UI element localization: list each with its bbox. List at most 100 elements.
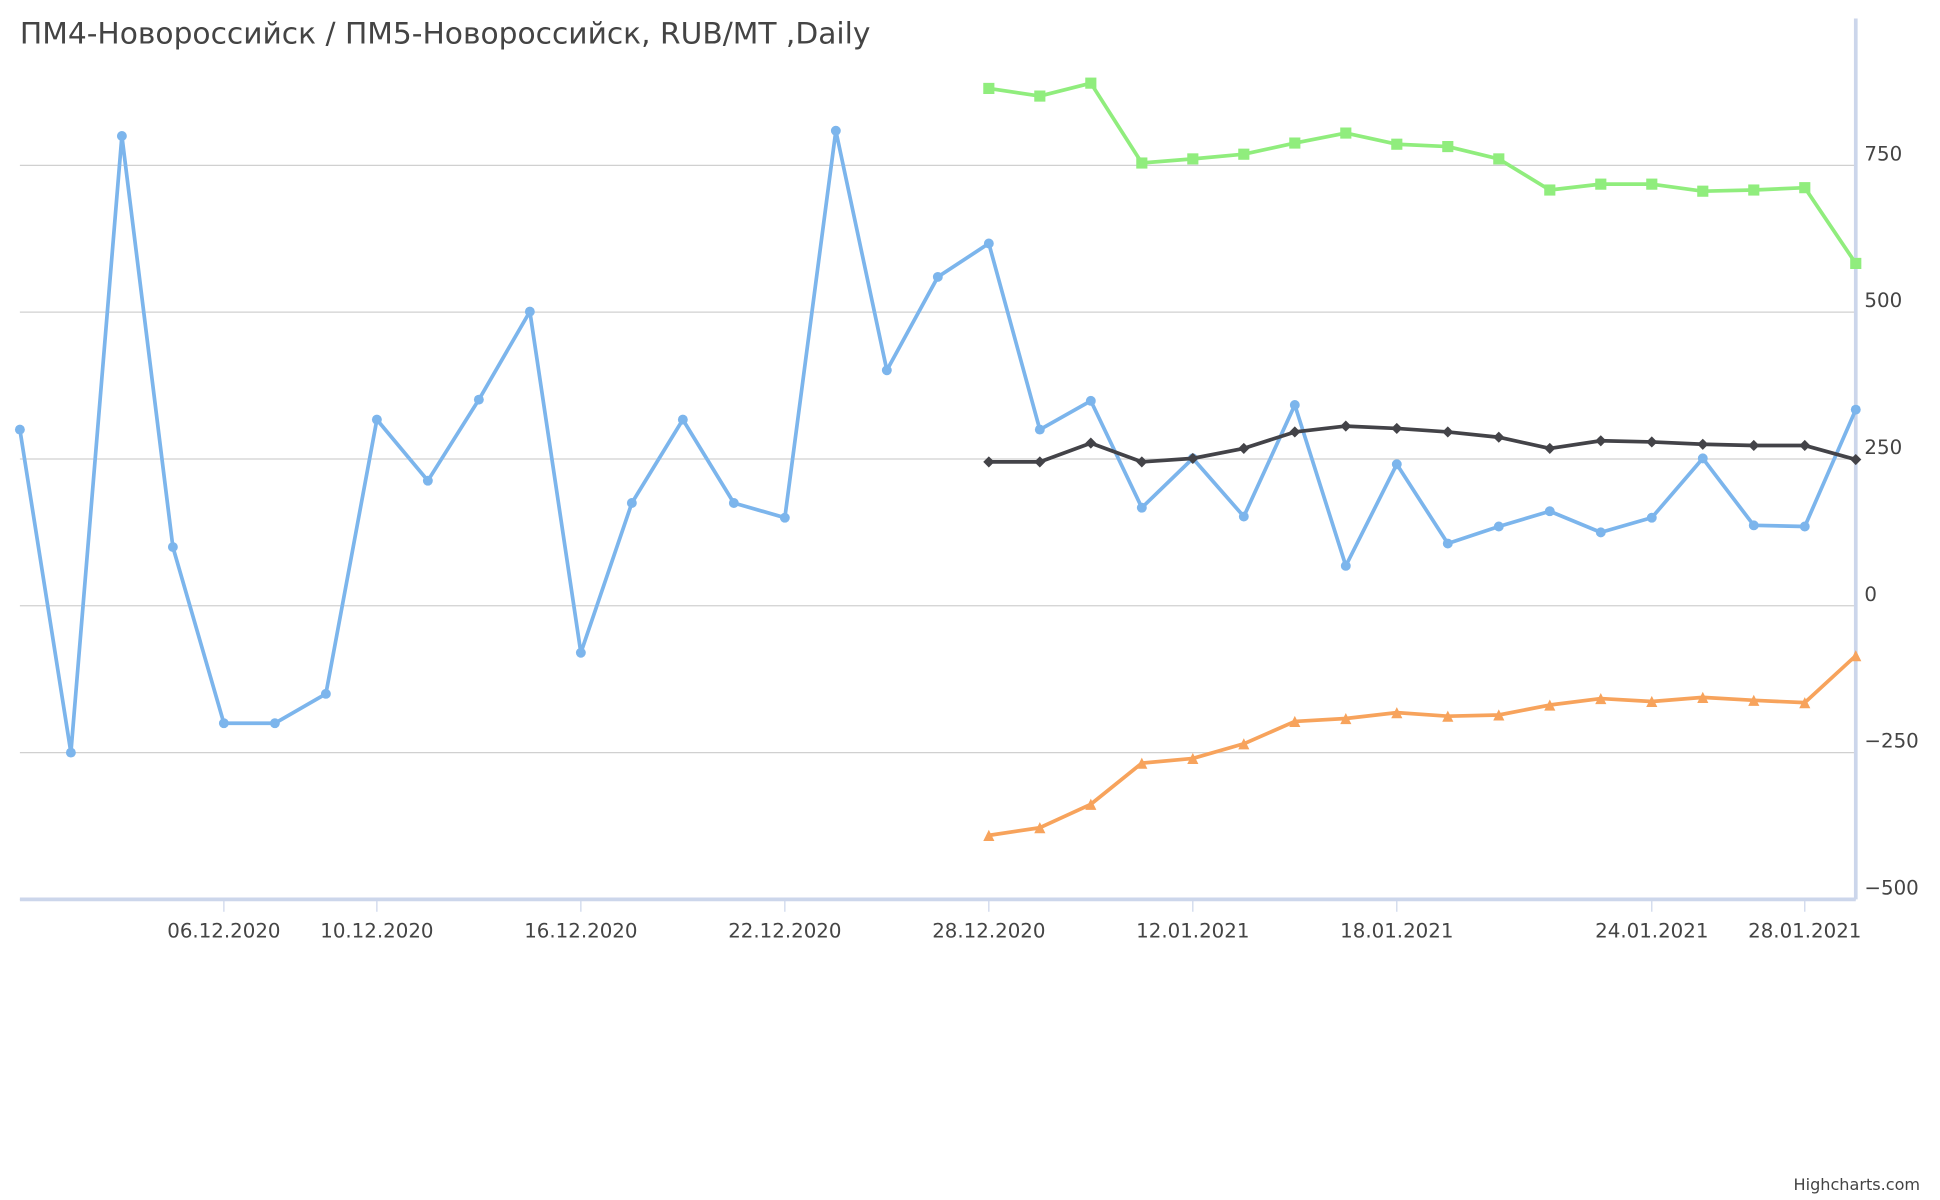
- point: [983, 238, 994, 249]
- y-tick-label: 750: [1864, 142, 1902, 165]
- point: [983, 456, 995, 468]
- point: [1238, 511, 1249, 522]
- point: [422, 475, 433, 486]
- point: [1187, 752, 1199, 765]
- point: [218, 718, 229, 729]
- point: [1238, 738, 1250, 750]
- point: [1748, 694, 1760, 706]
- x-tick-label: 06.12.2020: [167, 920, 280, 943]
- series-line: [988, 654, 1858, 838]
- point: [1493, 431, 1505, 443]
- point: [1697, 453, 1708, 464]
- y-tick-label: 500: [1864, 289, 1902, 312]
- point: [1289, 426, 1301, 438]
- x-tick-label: 10.12.2020: [320, 920, 433, 943]
- x-tick-label: 28.12.2020: [932, 920, 1045, 943]
- point: [1799, 439, 1811, 452]
- point: [1085, 77, 1097, 89]
- point: [1391, 138, 1403, 150]
- point: [1748, 184, 1760, 196]
- point: [1544, 699, 1556, 711]
- point: [371, 414, 382, 425]
- point: [473, 394, 484, 405]
- point: [728, 498, 739, 508]
- point: [1595, 435, 1607, 447]
- point: [1085, 798, 1097, 810]
- point: [1646, 178, 1658, 190]
- point: [575, 647, 586, 658]
- y-tick-label: −250: [1864, 730, 1918, 753]
- point: [1544, 184, 1556, 196]
- point: [1544, 506, 1555, 517]
- point: [1136, 502, 1147, 513]
- x-tick-label: 18.01.2021: [1340, 920, 1453, 943]
- point: [1136, 757, 1148, 769]
- point: [1697, 691, 1709, 703]
- x-tick-label: 12.01.2021: [1136, 920, 1249, 943]
- series-line: [988, 81, 1858, 265]
- point: [983, 82, 995, 95]
- point: [14, 424, 25, 435]
- y-tick-label: 250: [1864, 436, 1902, 459]
- point: [1442, 710, 1454, 722]
- point: [1340, 420, 1352, 432]
- point: [320, 688, 331, 699]
- point: [1850, 257, 1862, 269]
- point: [779, 512, 790, 523]
- point: [1493, 153, 1505, 165]
- point: [1034, 822, 1046, 834]
- point: [677, 414, 688, 425]
- point: [1340, 560, 1351, 571]
- series-line: [988, 424, 1857, 464]
- point: [1034, 90, 1046, 102]
- x-tick-label: 28.01.2021: [1748, 920, 1861, 943]
- point: [1289, 715, 1301, 728]
- point: [1646, 695, 1658, 708]
- point: [1799, 182, 1811, 194]
- credits: Highcharts.com: [1794, 1175, 1921, 1194]
- point: [1136, 456, 1148, 468]
- point: [1238, 442, 1250, 454]
- point: [1034, 456, 1046, 468]
- point: [1697, 438, 1709, 450]
- point: [881, 365, 892, 376]
- point: [1595, 527, 1606, 538]
- point: [1391, 707, 1403, 719]
- x-tick-label: 24.01.2021: [1595, 920, 1708, 943]
- point: [1595, 692, 1607, 705]
- point: [1748, 520, 1759, 531]
- point: [1595, 178, 1607, 190]
- point: [1646, 512, 1657, 523]
- point: [269, 718, 280, 729]
- point: [1748, 439, 1760, 452]
- point: [1646, 436, 1658, 448]
- point: [830, 125, 841, 136]
- point: [1187, 153, 1199, 165]
- y-tick-label: −500: [1864, 876, 1918, 899]
- point: [626, 498, 637, 508]
- point: [1340, 127, 1352, 139]
- point: [932, 271, 943, 282]
- point: [1493, 709, 1505, 721]
- point: [1187, 452, 1199, 464]
- point: [1391, 459, 1402, 470]
- point: [1799, 521, 1810, 532]
- point: [116, 131, 127, 141]
- point: [1442, 538, 1453, 549]
- point: [1289, 137, 1301, 149]
- point: [1442, 426, 1454, 438]
- point: [1850, 404, 1861, 415]
- point: [1085, 395, 1096, 406]
- point: [167, 542, 178, 552]
- point: [1544, 442, 1556, 454]
- point: [1136, 157, 1148, 169]
- point: [1034, 424, 1045, 435]
- point: [1799, 697, 1811, 709]
- y-tick-label: 0: [1864, 583, 1877, 606]
- point: [1391, 422, 1403, 435]
- series-line: [18, 128, 1858, 755]
- chart-title: ПМ4-Новороссийск / ПМ5-Новороссийск, RUB…: [20, 16, 871, 51]
- point: [1493, 521, 1504, 532]
- point: [1442, 141, 1454, 153]
